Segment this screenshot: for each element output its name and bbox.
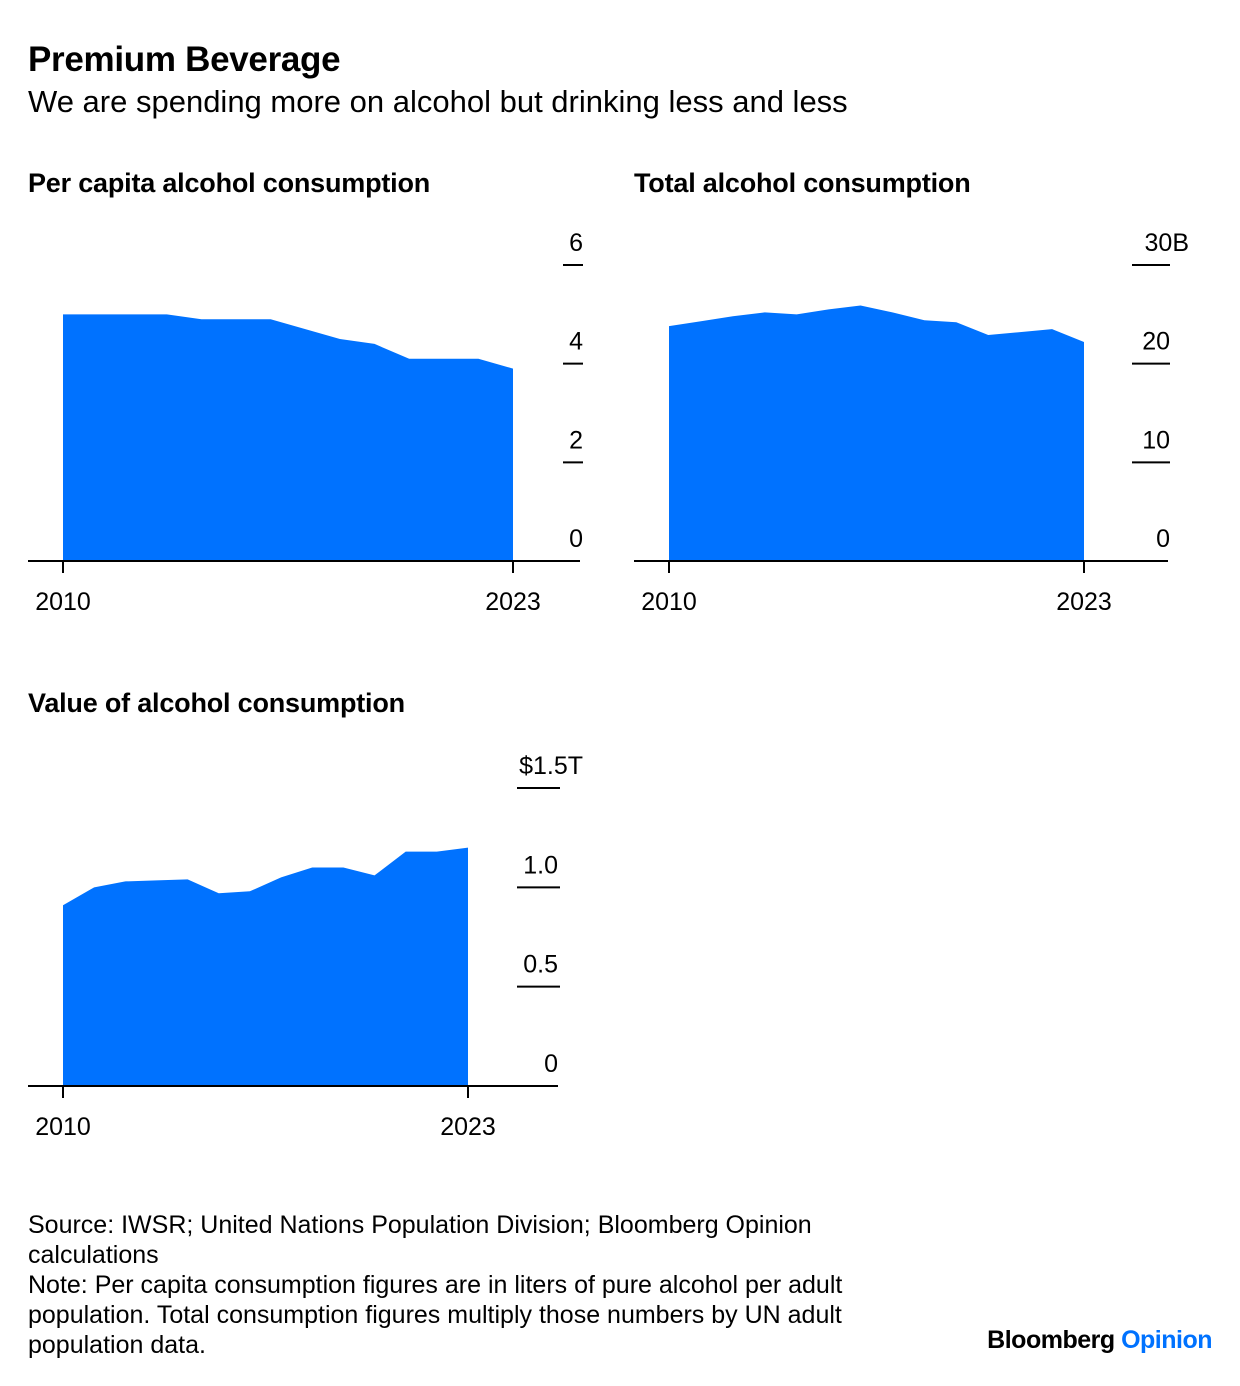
y-tick-label: 2 xyxy=(569,426,583,454)
y-tick-label: 0 xyxy=(1156,525,1170,553)
logo-brand: Bloomberg xyxy=(987,1326,1115,1354)
y-tick-label: 10 xyxy=(1142,426,1170,454)
x-tick-label-start: 2010 xyxy=(35,588,91,616)
x-tick-label-end: 2023 xyxy=(440,1113,496,1141)
y-tick-label: 1.0 xyxy=(523,851,558,879)
bloomberg-opinion-logo: Bloomberg Opinion xyxy=(987,1326,1212,1355)
y-tick-label: 0 xyxy=(544,1050,558,1078)
y-tick-label: 30B xyxy=(1145,229,1189,257)
page-subtitle: We are spending more on alcohol but drin… xyxy=(28,84,848,119)
y-tick-label: 6 xyxy=(569,229,583,257)
footer-notes: Source: IWSR; United Nations Population … xyxy=(28,1210,928,1360)
x-tick-label-end: 2023 xyxy=(1056,588,1112,616)
area-series xyxy=(63,314,513,561)
y-tick-label: 0.5 xyxy=(523,951,558,979)
chart-total: 0 10 20 30B 2010 2023 xyxy=(634,229,1189,616)
page-title: Premium Beverage xyxy=(28,40,341,79)
y-tick-label: 0 xyxy=(569,525,583,553)
x-tick-label-end: 2023 xyxy=(485,588,541,616)
x-tick-label-start: 2010 xyxy=(35,1113,91,1141)
chart-title-per-capita: Per capita alcohol consumption xyxy=(28,168,431,198)
source-text: Source: IWSR; United Nations Population … xyxy=(28,1211,812,1269)
y-tick-label: $1.5T xyxy=(519,752,583,780)
y-tick-label: 20 xyxy=(1142,328,1170,356)
area-series xyxy=(63,847,468,1086)
area-series xyxy=(669,305,1084,561)
logo-section: Opinion xyxy=(1121,1326,1212,1354)
chart-title-total: Total alcohol consumption xyxy=(634,168,971,198)
note-text: Note: Per capita consumption figures are… xyxy=(28,1271,843,1359)
chart-per-capita: 0 2 4 6 2010 2023 xyxy=(28,229,583,616)
chart-title-value: Value of alcohol consumption xyxy=(28,688,405,718)
chart-value: 0 0.5 1.0 $1.5T 2010 2023 xyxy=(28,752,583,1141)
y-tick-label: 4 xyxy=(569,328,583,356)
x-tick-label-start: 2010 xyxy=(641,588,697,616)
